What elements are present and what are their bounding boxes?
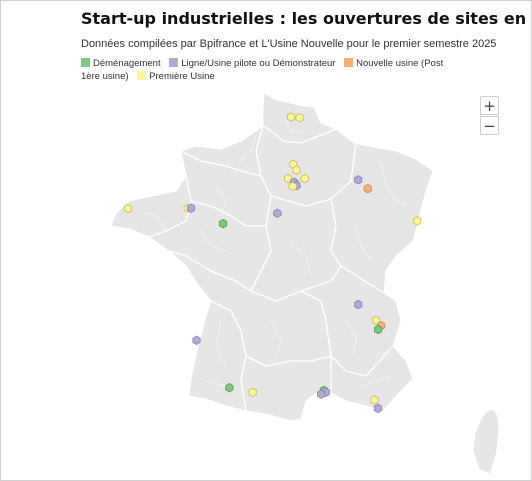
site-marker-premiere[interactable] — [123, 203, 133, 214]
department-border — [240, 135, 257, 162]
department-borders — [140, 118, 407, 397]
site-marker-premiere[interactable] — [412, 216, 422, 226]
department-border — [200, 230, 227, 252]
site-marker-demenagement[interactable] — [225, 382, 234, 393]
region-border — [255, 125, 357, 207]
site-marker-ligne[interactable] — [186, 203, 196, 213]
department-border — [270, 320, 282, 357]
site-marker-premiere[interactable] — [300, 173, 309, 184]
mainland-france — [110, 92, 434, 422]
site-marker-demenagement[interactable] — [218, 218, 228, 229]
france-land — [110, 92, 500, 475]
zoom-out-button[interactable]: − — [480, 116, 499, 135]
department-border — [345, 320, 357, 357]
region-border — [262, 125, 337, 144]
map-subtitle: Données compilées par Bpifrance et L'Usi… — [81, 38, 497, 50]
site-marker-ligne[interactable] — [354, 175, 363, 185]
legend-swatch — [137, 71, 147, 80]
department-border — [215, 320, 227, 367]
site-marker-nouvelle[interactable] — [363, 183, 372, 194]
site-marker-demenagement[interactable] — [374, 324, 383, 335]
map-title: Start-up industrielles : les ouvertures … — [81, 9, 532, 28]
legend-swatch — [81, 58, 90, 67]
region-border — [330, 198, 385, 294]
legend-item-ligne-pilote[interactable]: Ligne/Usine pilote ou Démonstrateur — [169, 58, 335, 69]
department-border — [290, 240, 312, 277]
site-marker-premiere[interactable] — [371, 315, 381, 326]
legend-item-demenagement[interactable]: Déménagement — [81, 58, 161, 69]
site-marker-ligne[interactable] — [192, 335, 201, 346]
region-border — [250, 225, 342, 302]
site-marker-ligne[interactable] — [273, 208, 282, 218]
region-border — [148, 175, 192, 238]
site-marker-ligne[interactable] — [354, 299, 363, 310]
department-border — [355, 225, 372, 262]
region-border — [168, 250, 252, 292]
department-border — [215, 185, 227, 217]
site-marker-premiere[interactable] — [288, 181, 297, 192]
region-border — [240, 355, 247, 412]
legend-label: Première Usine — [149, 71, 215, 82]
site-marker-premiere[interactable] — [286, 112, 296, 122]
department-border — [285, 118, 302, 134]
site-markers[interactable] — [123, 112, 422, 414]
site-marker-ligne[interactable] — [373, 403, 382, 414]
legend-label: Déménagement — [93, 58, 161, 69]
corsica — [472, 408, 500, 475]
region-borders — [148, 125, 394, 412]
department-border — [360, 375, 392, 387]
legend-swatch — [169, 58, 179, 67]
department-border — [380, 160, 407, 207]
region-border — [180, 150, 262, 177]
zoom-in-button[interactable]: + — [480, 96, 499, 115]
region-border — [210, 300, 332, 367]
region-border — [190, 195, 272, 227]
legend-item-premiere-usine[interactable]: Première Usine — [137, 71, 215, 82]
site-marker-premiere[interactable] — [248, 387, 257, 398]
site-marker-premiere[interactable] — [295, 113, 304, 123]
legend-label: Nouvelle usine (Post 1ère usine) — [81, 58, 444, 82]
legend: Déménagement Ligne/Usine pilote ou Démon… — [81, 57, 451, 83]
site-marker-ligne[interactable] — [317, 389, 326, 399]
site-marker-premiere[interactable] — [370, 395, 379, 405]
legend-label: Ligne/Usine pilote ou Démonstrateur — [181, 58, 336, 69]
site-marker-premiere[interactable] — [292, 165, 301, 175]
legend-item-nouvelle-usine[interactable]: Nouvelle usine (Post 1ère usine) — [81, 58, 443, 82]
department-border — [140, 210, 167, 232]
legend-swatch — [344, 58, 354, 67]
site-marker-premiere[interactable] — [283, 173, 293, 184]
